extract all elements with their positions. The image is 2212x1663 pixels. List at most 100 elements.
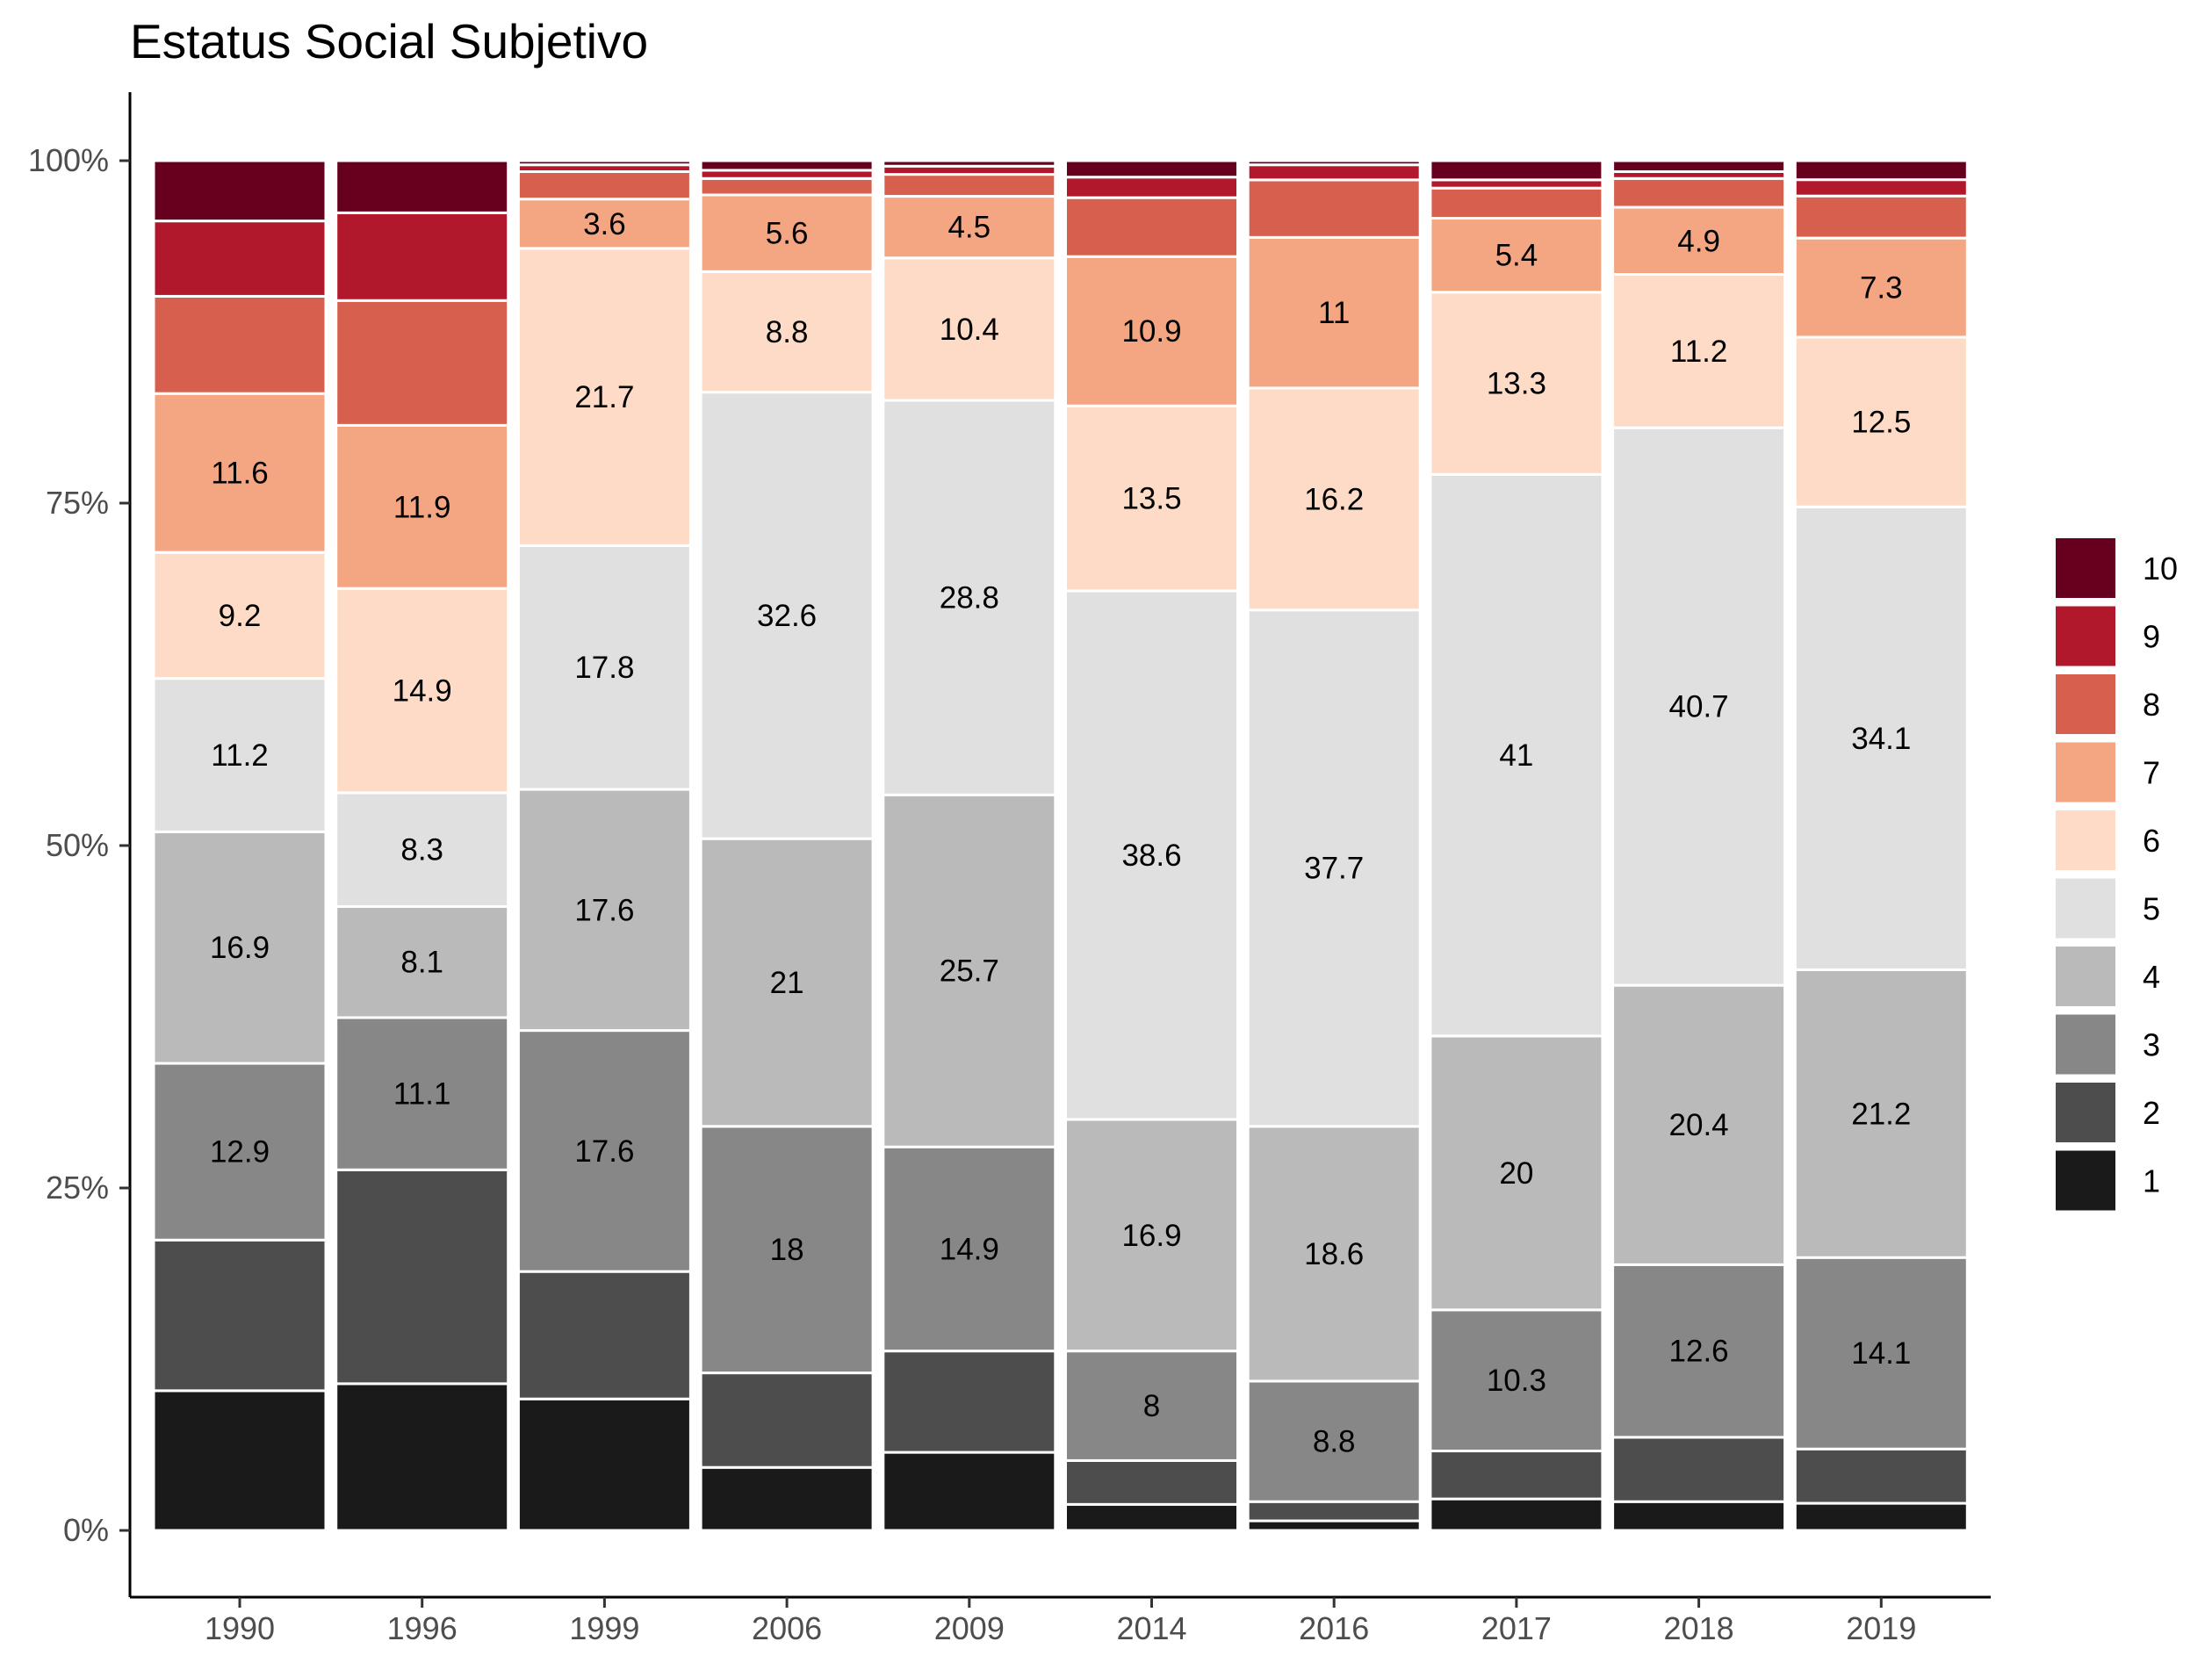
bar-segment-5 <box>1246 608 1422 1128</box>
bar-segment-10 <box>335 159 510 214</box>
data-label: 11.2 <box>1670 335 1728 369</box>
data-label: 11.2 <box>211 738 269 773</box>
data-label: 16.9 <box>1121 1219 1181 1253</box>
bar-segment-7 <box>152 392 328 554</box>
bar-segment-1 <box>1611 1500 1787 1532</box>
bar-segment-2 <box>1611 1436 1787 1503</box>
data-label: 11.9 <box>393 490 451 524</box>
bar-segment-10 <box>1793 159 1969 182</box>
data-label: 12.5 <box>1851 406 1911 440</box>
bar-segment-8 <box>882 173 1057 198</box>
bar-segment-8 <box>1793 194 1969 240</box>
bar-segment-4 <box>1064 1118 1239 1353</box>
data-label: 28.8 <box>940 581 999 616</box>
data-label: 8.8 <box>766 315 809 349</box>
bar-segment-1 <box>882 1451 1057 1532</box>
data-label: 17.8 <box>574 651 634 685</box>
data-label: 21.2 <box>1851 1097 1911 1131</box>
bar-segment-5 <box>1611 426 1787 987</box>
bar-segment-10 <box>152 159 328 223</box>
y-tick-label: 25% <box>46 1170 109 1206</box>
y-tick-label: 50% <box>46 827 109 863</box>
data-label: 17.6 <box>574 893 634 927</box>
bar-segment-5 <box>699 391 875 840</box>
x-tick-label: 2014 <box>1116 1610 1186 1646</box>
legend-key-5 <box>2054 876 2117 940</box>
bar-segment-6 <box>1793 335 1969 508</box>
data-label: 21.7 <box>574 380 634 414</box>
data-label: 5.4 <box>1495 239 1538 273</box>
y-tick-label: 75% <box>46 485 109 521</box>
x-tick-label: 2006 <box>752 1610 822 1646</box>
bar-segment-3 <box>335 1016 510 1171</box>
bar-segment-10 <box>1064 159 1239 179</box>
legend-key-3 <box>2054 1012 2117 1076</box>
bar-segment-1 <box>699 1465 875 1532</box>
bar-segment-10 <box>882 159 1057 168</box>
data-label: 21 <box>770 966 804 1000</box>
data-label: 4.9 <box>1677 224 1720 258</box>
data-label: 10.4 <box>940 313 999 347</box>
bar-segment-3 <box>516 1029 692 1273</box>
bar-segment-10 <box>1611 159 1787 173</box>
bar-segment-7 <box>1064 255 1239 407</box>
bar-segment-10 <box>1246 159 1422 167</box>
legend-label: 10 <box>2143 551 2178 587</box>
data-label: 10.3 <box>1487 1364 1546 1398</box>
x-tick-label: 2016 <box>1299 1610 1369 1646</box>
x-tick-label: 2018 <box>1664 1610 1734 1646</box>
bar-segment-6 <box>152 551 328 680</box>
bar-segment-5 <box>516 544 692 791</box>
bar-segment-1 <box>152 1389 328 1532</box>
data-label: 13.5 <box>1121 482 1181 516</box>
data-label: 40.7 <box>1669 690 1729 724</box>
bar-segment-2 <box>699 1371 875 1469</box>
bar-segment-8 <box>335 299 510 427</box>
legend-key-4 <box>2054 945 2117 1008</box>
bar-segment-2 <box>1246 1500 1422 1523</box>
data-label: 14.1 <box>1851 1336 1911 1371</box>
data-label: 17.6 <box>574 1134 634 1169</box>
bar-segment-3 <box>1611 1263 1787 1439</box>
bar-segment-2 <box>335 1168 510 1386</box>
bar-segment-6 <box>335 587 510 795</box>
bar-segment-4 <box>1793 968 1969 1259</box>
bar-segment-7 <box>1246 235 1422 390</box>
bar-segment-1 <box>1064 1502 1239 1532</box>
data-label: 14.9 <box>393 674 452 709</box>
data-label: 8 <box>1143 1389 1160 1423</box>
data-label: 16.9 <box>210 931 270 965</box>
axes: 0% 25% 50% 75% 100% 1990 1996 1999 2006 2009 2014 2… <box>28 92 1991 1646</box>
legend-key-8 <box>2054 673 2117 736</box>
bar-segment-3 <box>882 1145 1057 1353</box>
legend-label: 1 <box>2143 1163 2160 1199</box>
bar-segment-3 <box>1429 1308 1604 1453</box>
data-label: 11.6 <box>211 457 269 491</box>
bar-segment-7 <box>335 423 510 590</box>
bar-segment-2 <box>882 1350 1057 1454</box>
data-label: 20.4 <box>1669 1108 1729 1142</box>
bar-segment-3 <box>152 1062 328 1242</box>
bar-segment-6 <box>882 256 1057 402</box>
bar-segment-5 <box>1793 505 1969 971</box>
bar-segment-6 <box>1246 386 1422 612</box>
bar-segment-6 <box>1429 291 1604 476</box>
bar-segment-5 <box>882 399 1057 796</box>
bar-segment-8 <box>1246 178 1422 239</box>
bar-segment-4 <box>882 793 1057 1148</box>
y-tick-label: 0% <box>63 1512 109 1548</box>
x-tick-label: 1990 <box>205 1610 275 1646</box>
bar-segment-7 <box>699 193 875 273</box>
legend-label: 9 <box>2143 619 2160 655</box>
bar-segment-2 <box>1793 1447 1969 1505</box>
data-label: 37.7 <box>1304 852 1364 886</box>
x-tick-label: 2017 <box>1481 1610 1552 1646</box>
bar-segment-2 <box>152 1238 328 1393</box>
legend-key-2 <box>2054 1081 2117 1144</box>
bar-segment-10 <box>516 159 692 167</box>
bar-segment-1 <box>1429 1497 1604 1532</box>
bar-segment-4 <box>1429 1034 1604 1312</box>
legend-key-6 <box>2054 809 2117 872</box>
legend-label: 4 <box>2143 959 2160 995</box>
legend-label: 5 <box>2143 891 2160 927</box>
